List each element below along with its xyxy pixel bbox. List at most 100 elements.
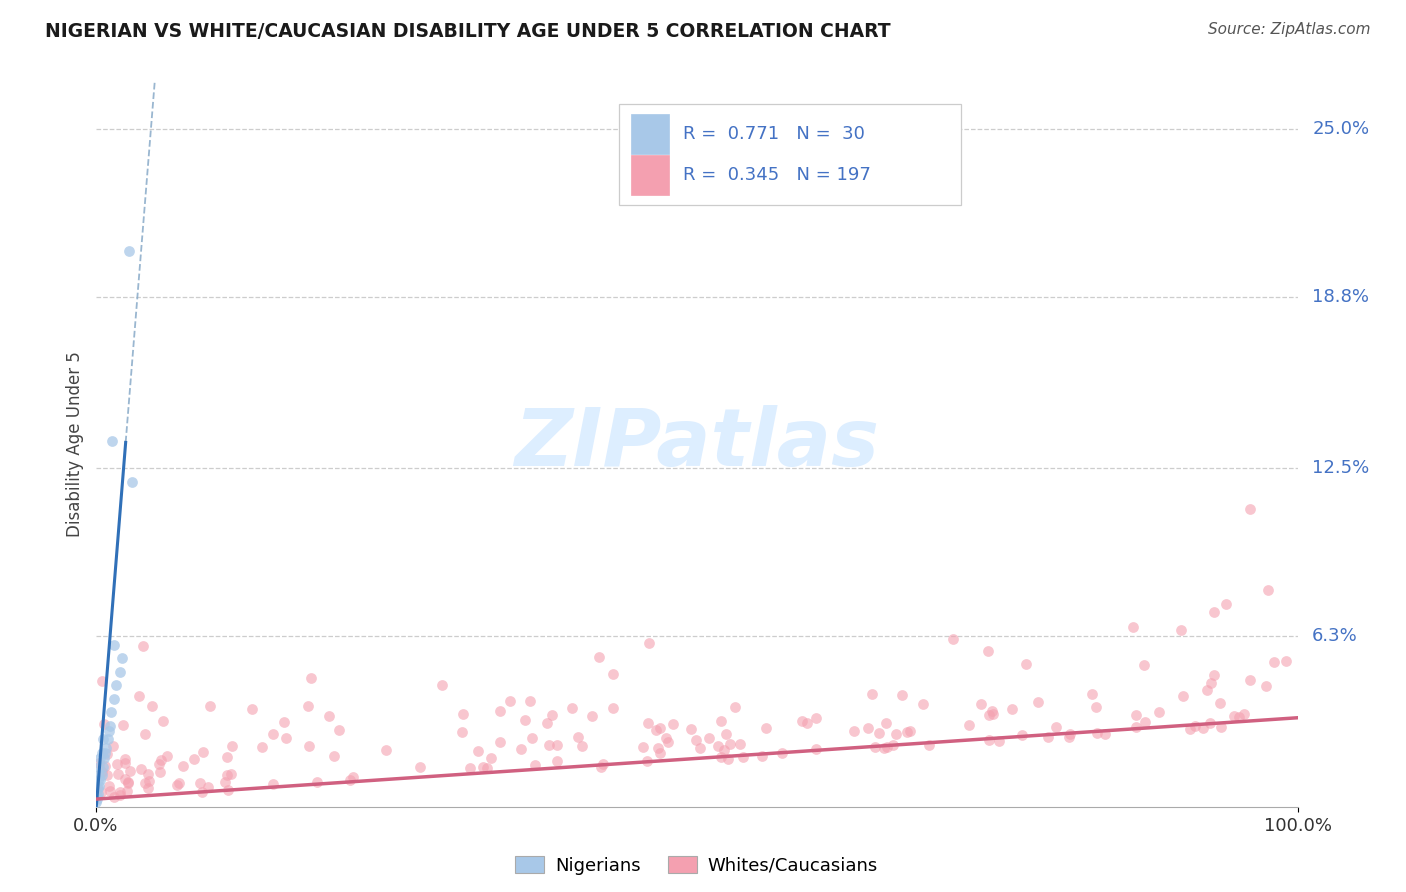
Point bbox=[1209, 720, 1232, 734]
Point bbox=[105, 678, 128, 692]
Point bbox=[699, 731, 721, 746]
Point bbox=[882, 738, 904, 752]
Point bbox=[328, 723, 350, 737]
Point bbox=[689, 741, 711, 756]
Point bbox=[115, 784, 138, 798]
Point bbox=[860, 687, 883, 701]
Point bbox=[730, 737, 752, 751]
Point bbox=[262, 727, 284, 741]
Point bbox=[101, 434, 124, 448]
Y-axis label: Disability Age Under 5: Disability Age Under 5 bbox=[66, 351, 84, 537]
Point bbox=[98, 779, 121, 793]
Point bbox=[118, 764, 141, 778]
Point bbox=[1094, 727, 1116, 741]
Point bbox=[479, 751, 502, 765]
Point bbox=[988, 734, 1011, 748]
Point bbox=[1257, 583, 1279, 598]
Point bbox=[522, 731, 544, 745]
Point bbox=[1197, 683, 1219, 698]
Point bbox=[979, 733, 1001, 747]
Point bbox=[103, 790, 125, 805]
Point bbox=[90, 746, 112, 760]
Point bbox=[1059, 727, 1081, 741]
Text: NIGERIAN VS WHITE/CAUCASIAN DISABILITY AGE UNDER 5 CORRELATION CHART: NIGERIAN VS WHITE/CAUCASIAN DISABILITY A… bbox=[45, 22, 890, 41]
Point bbox=[546, 738, 568, 752]
Point bbox=[1199, 716, 1222, 731]
Point bbox=[240, 702, 263, 716]
Point bbox=[166, 778, 188, 792]
Point bbox=[1199, 676, 1222, 690]
Point bbox=[91, 674, 114, 689]
Point bbox=[339, 772, 361, 787]
Point bbox=[1036, 731, 1059, 745]
Point bbox=[149, 765, 172, 780]
Point bbox=[546, 754, 568, 768]
Point bbox=[108, 788, 131, 802]
Point bbox=[655, 731, 678, 745]
Point bbox=[1239, 501, 1261, 516]
Point bbox=[299, 671, 322, 685]
Point bbox=[513, 714, 536, 728]
Point bbox=[114, 756, 136, 770]
Point bbox=[770, 747, 793, 761]
Point bbox=[108, 665, 131, 679]
Point bbox=[197, 780, 219, 794]
Point bbox=[132, 639, 155, 653]
Point bbox=[884, 727, 907, 741]
Point bbox=[451, 725, 474, 739]
Point bbox=[1178, 722, 1201, 736]
Point bbox=[188, 775, 211, 789]
Point bbox=[896, 724, 918, 739]
Point bbox=[536, 715, 558, 730]
Point bbox=[1085, 726, 1108, 740]
Point bbox=[155, 748, 177, 763]
Text: 12.5%: 12.5% bbox=[1312, 459, 1369, 477]
Point bbox=[540, 708, 562, 723]
Point bbox=[152, 714, 174, 728]
Point bbox=[86, 780, 108, 795]
Point bbox=[100, 706, 122, 720]
Point bbox=[86, 789, 108, 804]
Point bbox=[647, 741, 669, 756]
Point bbox=[318, 709, 340, 723]
Point bbox=[114, 772, 136, 786]
Point bbox=[804, 742, 827, 756]
Point bbox=[93, 717, 115, 731]
Point bbox=[718, 737, 741, 751]
Point bbox=[1233, 706, 1256, 721]
Point bbox=[724, 700, 747, 714]
Point bbox=[1239, 673, 1261, 687]
Point bbox=[636, 754, 658, 768]
Point bbox=[89, 773, 111, 788]
Point bbox=[592, 756, 614, 771]
Point bbox=[141, 698, 163, 713]
Point bbox=[1256, 679, 1278, 693]
Point bbox=[499, 694, 522, 708]
Point bbox=[980, 704, 1002, 718]
Point bbox=[561, 701, 583, 715]
Point bbox=[571, 739, 593, 753]
Point bbox=[602, 700, 624, 714]
Point bbox=[1215, 597, 1237, 611]
Point bbox=[1263, 655, 1285, 669]
Point bbox=[581, 709, 603, 723]
Point bbox=[868, 726, 890, 740]
Point bbox=[912, 697, 935, 711]
Point bbox=[128, 690, 150, 704]
Point bbox=[1274, 654, 1296, 668]
Point bbox=[519, 694, 541, 708]
Point bbox=[87, 787, 110, 801]
Point bbox=[96, 747, 118, 762]
Point bbox=[796, 716, 818, 731]
Point bbox=[1011, 728, 1033, 742]
Point bbox=[90, 785, 112, 799]
Point bbox=[1191, 721, 1213, 735]
Point bbox=[1202, 605, 1225, 619]
FancyBboxPatch shape bbox=[619, 103, 962, 205]
Point bbox=[129, 762, 152, 776]
Point bbox=[957, 718, 980, 732]
Bar bbox=[630, 114, 669, 154]
Point bbox=[1227, 709, 1250, 723]
Point bbox=[342, 770, 364, 784]
Point bbox=[1125, 720, 1147, 734]
